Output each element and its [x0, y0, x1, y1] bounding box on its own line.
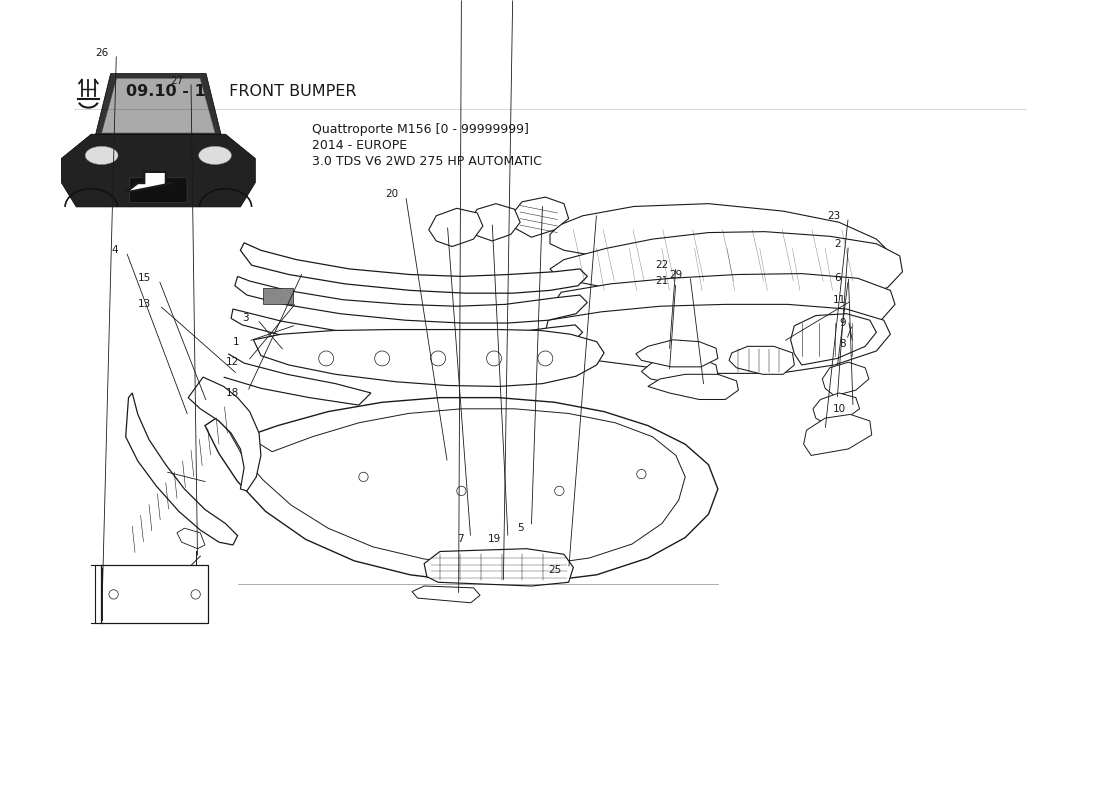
Polygon shape [101, 78, 214, 133]
Text: 15: 15 [138, 274, 151, 283]
Text: 21: 21 [656, 276, 669, 286]
Text: 5: 5 [517, 523, 524, 533]
Text: 3: 3 [242, 314, 249, 323]
Polygon shape [62, 134, 255, 207]
Polygon shape [223, 354, 371, 405]
Text: Quattroporte M156 [0 - 99999999]: Quattroporte M156 [0 - 99999999] [312, 123, 529, 137]
Polygon shape [234, 276, 587, 323]
Circle shape [538, 351, 553, 366]
Polygon shape [125, 393, 238, 545]
Circle shape [456, 486, 466, 495]
Text: 11: 11 [833, 294, 846, 305]
Polygon shape [550, 204, 895, 295]
Text: 27: 27 [170, 75, 184, 86]
Text: 1: 1 [233, 337, 240, 346]
Polygon shape [205, 398, 718, 582]
Text: 16: 16 [492, 0, 505, 2]
Polygon shape [510, 197, 569, 238]
Text: 4: 4 [111, 246, 118, 255]
Polygon shape [231, 309, 583, 354]
Text: 19: 19 [487, 534, 500, 544]
Circle shape [375, 351, 389, 366]
Bar [100, 566, 208, 623]
Text: 22: 22 [656, 260, 669, 270]
Circle shape [637, 470, 646, 478]
Polygon shape [813, 393, 859, 424]
Text: 2: 2 [834, 238, 840, 249]
Text: 23: 23 [827, 210, 840, 221]
Text: 09.10 - 1: 09.10 - 1 [125, 84, 206, 99]
Text: 8: 8 [839, 339, 846, 350]
Bar [263, 287, 293, 304]
Circle shape [486, 351, 502, 366]
Circle shape [191, 590, 200, 599]
Text: 26: 26 [96, 47, 109, 58]
Polygon shape [429, 208, 483, 246]
Text: 25: 25 [548, 565, 561, 575]
Polygon shape [804, 414, 871, 455]
Text: 20: 20 [385, 190, 398, 199]
Circle shape [319, 351, 333, 366]
Text: 3.0 TDS V6 2WD 275 HP AUTOMATIC: 3.0 TDS V6 2WD 275 HP AUTOMATIC [312, 155, 542, 168]
Circle shape [430, 351, 446, 366]
Polygon shape [641, 358, 718, 385]
Polygon shape [188, 377, 261, 491]
Polygon shape [541, 304, 890, 374]
Text: 6: 6 [834, 274, 840, 283]
Polygon shape [729, 346, 794, 374]
Text: 9: 9 [839, 318, 846, 328]
Polygon shape [229, 409, 685, 566]
Polygon shape [468, 204, 520, 241]
Ellipse shape [85, 146, 118, 165]
Polygon shape [425, 549, 573, 586]
Polygon shape [550, 232, 902, 306]
Text: FRONT BUMPER: FRONT BUMPER [223, 84, 356, 99]
Circle shape [359, 472, 369, 482]
Text: 10: 10 [833, 404, 846, 414]
Polygon shape [412, 586, 480, 602]
Polygon shape [125, 172, 173, 193]
Polygon shape [253, 330, 604, 386]
Text: 29: 29 [669, 270, 682, 279]
Polygon shape [177, 528, 205, 549]
Text: 12: 12 [227, 357, 240, 367]
Polygon shape [96, 74, 221, 134]
FancyBboxPatch shape [130, 178, 187, 202]
Text: 18: 18 [227, 388, 240, 398]
Polygon shape [241, 243, 587, 293]
Polygon shape [636, 340, 718, 367]
Polygon shape [546, 274, 895, 342]
Polygon shape [648, 374, 738, 399]
Text: 24: 24 [441, 0, 454, 2]
Circle shape [554, 486, 564, 495]
Text: 13: 13 [138, 299, 151, 310]
Circle shape [109, 590, 118, 599]
Ellipse shape [199, 146, 231, 165]
Polygon shape [791, 314, 877, 365]
Text: 2014 - EUROPE: 2014 - EUROPE [312, 139, 407, 152]
Text: 7: 7 [456, 534, 463, 544]
Polygon shape [823, 362, 869, 396]
